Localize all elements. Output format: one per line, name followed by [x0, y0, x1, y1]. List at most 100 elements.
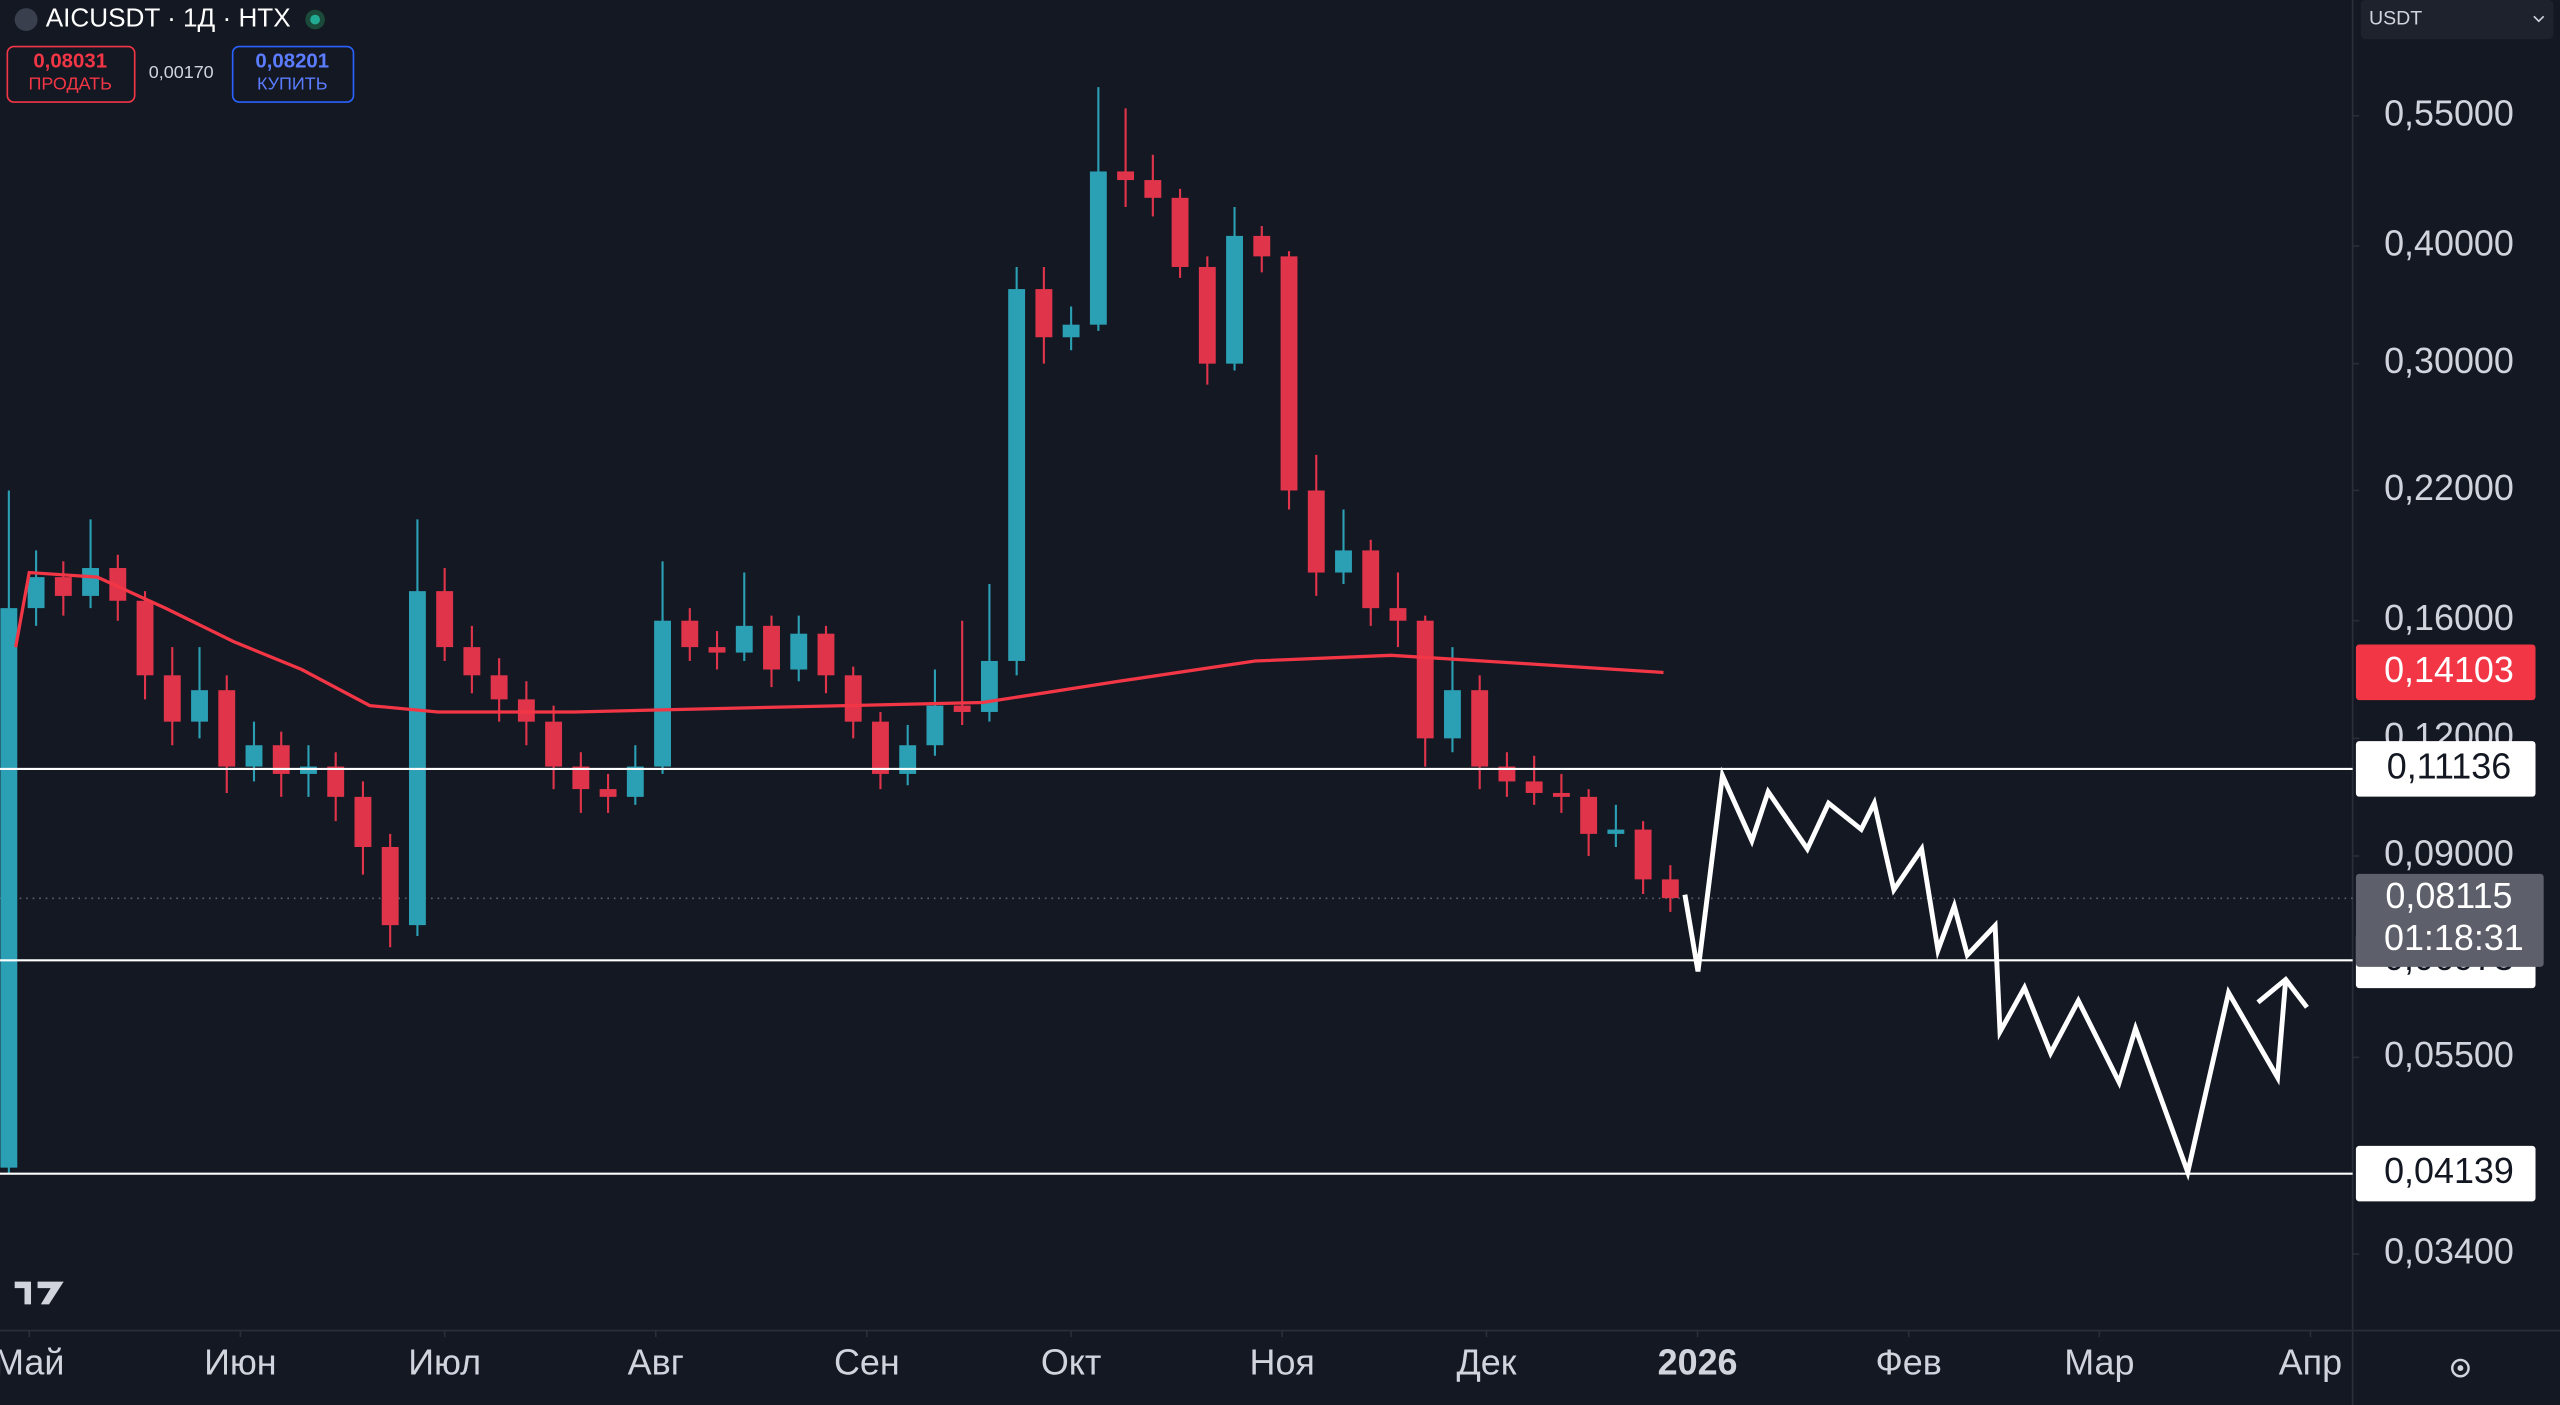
candle-body [599, 789, 617, 797]
candle-body [763, 625, 780, 670]
candle-body [82, 568, 100, 596]
candle-body [1661, 879, 1679, 899]
symbol-icon [14, 8, 38, 32]
x-tick-label: Май [0, 1341, 64, 1382]
candle-body [136, 600, 154, 676]
candle-body [1035, 289, 1053, 338]
candle-body [1089, 171, 1107, 325]
candle-body [1525, 781, 1543, 793]
candle-body [572, 766, 590, 790]
candle-body [218, 690, 236, 767]
candle-body [1335, 550, 1352, 573]
y-tick-label: 0,16000 [2384, 597, 2514, 638]
x-tick-label: Мар [2064, 1341, 2134, 1382]
settings-icon [2457, 1365, 2464, 1372]
forecast-arrow [2256, 976, 2309, 1009]
candle-body [436, 591, 454, 648]
y-tick-label: 0,30000 [2384, 340, 2514, 381]
y-tick-label: 0,40000 [2384, 222, 2514, 263]
candle-body [27, 577, 45, 609]
candle-body [109, 568, 127, 601]
ma-label: 0,14103 [2384, 649, 2514, 690]
candle-body [1226, 235, 1243, 364]
candle-body [354, 796, 372, 848]
countdown-label: 01:18:31 [2384, 917, 2524, 958]
candle-body [1498, 766, 1516, 782]
x-tick-label: Окт [1041, 1341, 1102, 1382]
candle-body [953, 705, 971, 712]
candle-body [1117, 171, 1135, 181]
candle-body [1008, 289, 1026, 661]
candle-body [1580, 796, 1598, 834]
sell-price: 0,08031 [33, 50, 107, 72]
candle-body [626, 766, 644, 797]
plot [0, 87, 2353, 1175]
y-tick-label: 0,05500 [2384, 1034, 2514, 1075]
sell-button[interactable] [6, 45, 136, 103]
x-tick-label: Ноя [1250, 1341, 1315, 1382]
status-dot [310, 14, 320, 25]
currency-label: USDT [2369, 8, 2422, 30]
candle-body [272, 745, 290, 774]
dropdown-chevron [2533, 15, 2545, 23]
candle-body [54, 577, 72, 596]
candle-body [654, 620, 671, 767]
candle-body [163, 675, 181, 722]
x-tick-label: Дек [1456, 1341, 1516, 1382]
candle-body [844, 675, 862, 722]
buy-button[interactable] [231, 45, 355, 103]
candle-body [1444, 690, 1461, 739]
candle-body [1253, 235, 1271, 257]
sell-label: ПРОДАТЬ [28, 74, 111, 94]
level-label-bg [2355, 1145, 2536, 1202]
candle-body [0, 608, 18, 1168]
x-tick-label: 2026 [1658, 1341, 1738, 1382]
current-price-label: 0,08115 [2385, 875, 2512, 916]
candle-body [1280, 256, 1298, 491]
currency-dropdown[interactable] [2360, 0, 2554, 40]
candle-body [681, 620, 699, 648]
candle-body [1634, 829, 1652, 880]
candle-body [1607, 829, 1625, 834]
candle-body [1389, 608, 1407, 621]
candle-body [899, 745, 917, 774]
candle-body [1416, 620, 1434, 739]
buy-label: КУПИТЬ [257, 74, 328, 94]
buy-price: 0,08201 [255, 50, 329, 72]
candle-body [300, 766, 317, 774]
candle-body [1171, 197, 1189, 267]
spread: 0,00170 [149, 62, 214, 82]
candle-body [872, 721, 889, 774]
candle-body [980, 660, 998, 712]
forecast-drawing [1682, 766, 2289, 1181]
candle-body [463, 647, 481, 676]
settings-icon[interactable] [2451, 1358, 2470, 1378]
x-tick-label: Фев [1876, 1341, 1942, 1382]
candle-body [381, 847, 399, 926]
level-label-bg [2355, 741, 2536, 797]
candle-body [735, 625, 753, 653]
candle-body [1362, 550, 1380, 609]
candle-body [1471, 690, 1489, 767]
candle-body [790, 633, 808, 670]
y-tick-label: 0,22000 [2384, 467, 2514, 508]
x-tick-label: Июл [408, 1341, 481, 1382]
candle-body [408, 591, 426, 926]
y-tick-label: 0,09000 [2384, 832, 2514, 873]
candle-body [545, 721, 563, 767]
symbol-title[interactable]: AICUSDT · 1Д · HTX [46, 2, 291, 32]
x-tick-label: Сен [834, 1341, 900, 1382]
candle-body [1144, 180, 1162, 198]
y-tick-label: 0,55000 [2384, 92, 2514, 133]
axis: 0,550000,400000,300000,220000,160000,120… [0, 92, 2544, 1382]
candle-body [490, 675, 508, 700]
y-tick-label: 0,03400 [2384, 1231, 2514, 1272]
candle-body [327, 766, 345, 797]
candle-body [817, 633, 835, 676]
current-price-bg [2355, 873, 2544, 967]
candle-body [1552, 792, 1570, 797]
candle-body [1062, 324, 1080, 338]
